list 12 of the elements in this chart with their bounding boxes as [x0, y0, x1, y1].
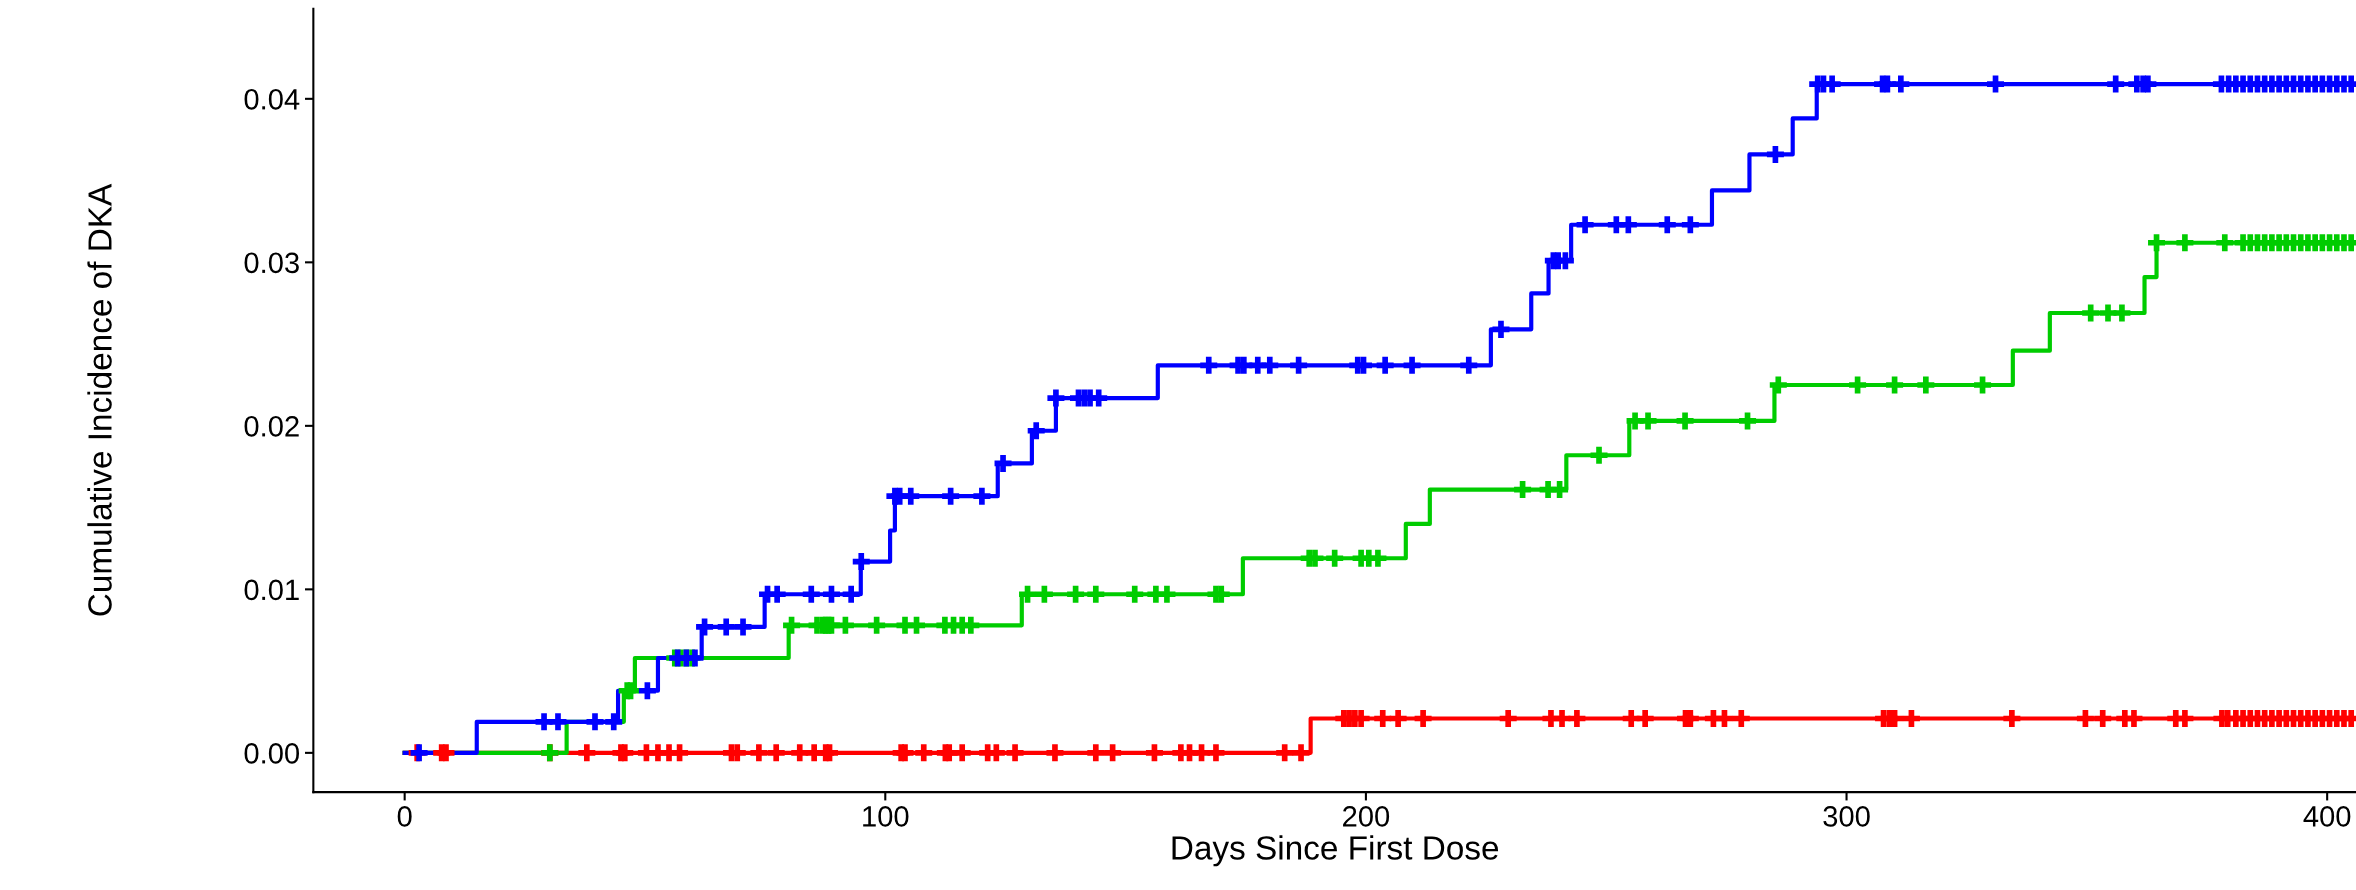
x-axis-title: Days Since First Dose: [1172, 835, 1499, 867]
x-tick-label: 0: [397, 806, 412, 827]
y-axis-title: Cumulative Incidence of DKA: [87, 183, 112, 616]
x-tick-label: 300: [1823, 806, 1870, 827]
x-tick-label: 100: [863, 806, 909, 827]
x-tick-label: 400: [2303, 806, 2351, 827]
y-tick-label: 0.03: [244, 252, 299, 274]
y-tick-label: 0.02: [244, 416, 299, 437]
x-tick-label: 200: [1343, 806, 1390, 827]
y-tick-label: 0.01: [244, 579, 299, 601]
y-tick-label: 0.00: [244, 743, 300, 764]
y-tick-label: 0.04: [244, 89, 300, 110]
